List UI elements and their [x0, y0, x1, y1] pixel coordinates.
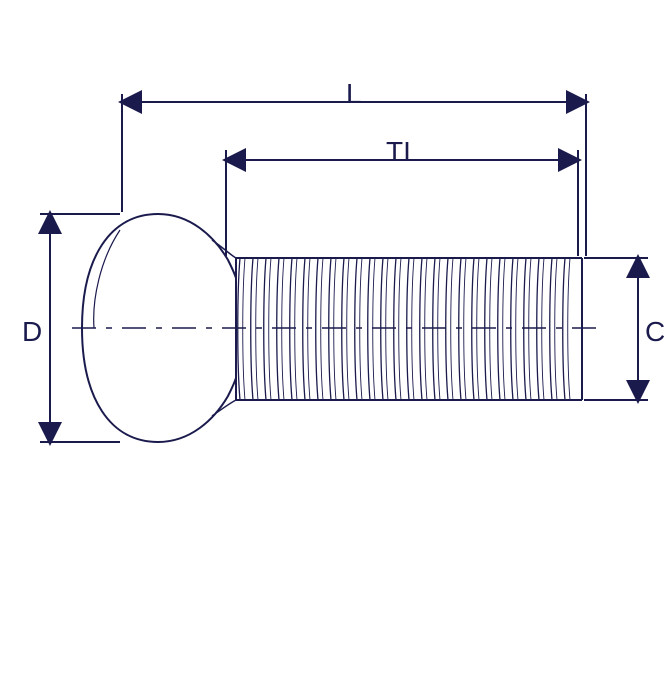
label-L: L	[346, 78, 362, 110]
diagram-svg	[0, 0, 671, 670]
thumb-screw-diagram: L TI D C	[0, 0, 671, 670]
label-D: D	[22, 316, 42, 348]
thread-ridges	[238, 258, 570, 400]
dimension-C	[584, 258, 648, 400]
thumb-screw-body	[72, 214, 606, 442]
label-TI: TI	[386, 136, 411, 168]
label-C: C	[645, 316, 665, 348]
